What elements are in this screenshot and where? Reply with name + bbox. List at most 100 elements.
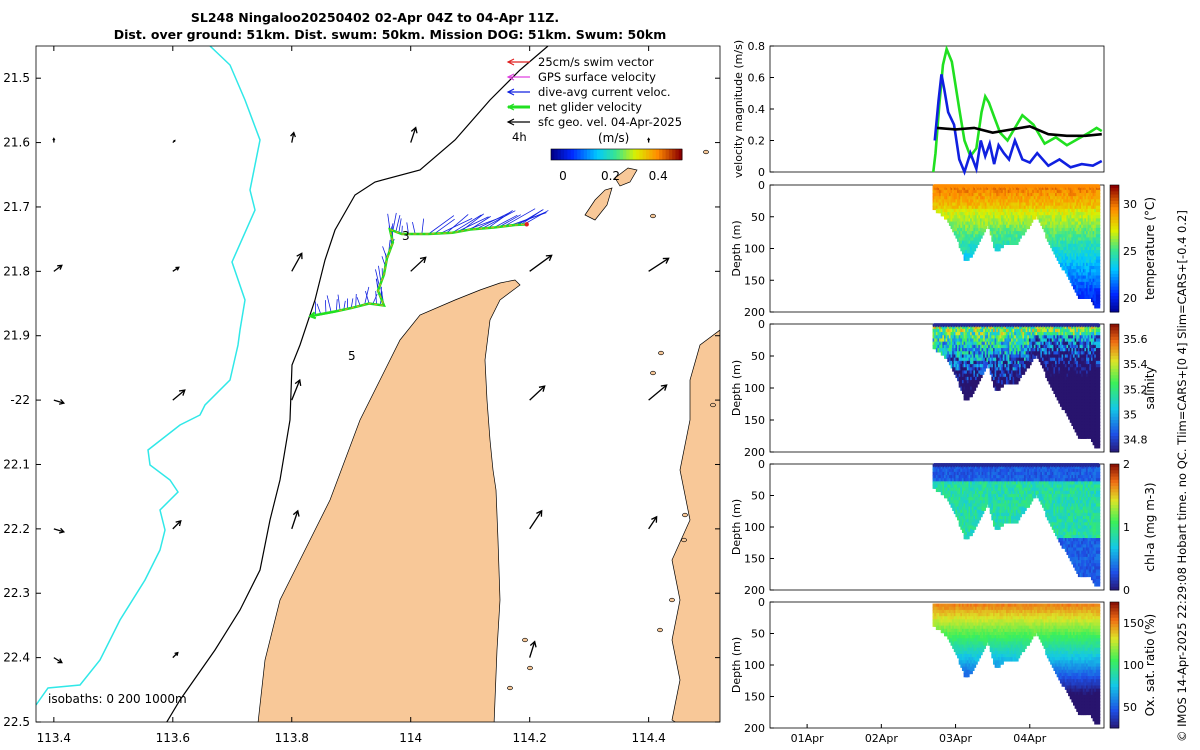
section-0-colorbar-cell-16: [1110, 235, 1119, 240]
map-content: 35: [36, 46, 720, 722]
map-ytick-label-1: 21.6: [3, 136, 30, 150]
section-1-point-2042: [1095, 399, 1101, 404]
section-1-point-2038: [1095, 386, 1101, 391]
section-1-colorbar-cell-21: [1110, 391, 1119, 395]
section-1-colorbar-tick-3: 35.4: [1123, 358, 1148, 371]
map-colorbar-cell-24: [629, 149, 634, 160]
section-2-point-408: [973, 522, 978, 527]
section-0-colorbar-cell-30: [1110, 280, 1119, 284]
geo-vector-14-head: [538, 385, 546, 392]
section-0-colorbar-cell-18: [1110, 242, 1119, 246]
section-1-point-507: [983, 364, 988, 369]
geo-vector-5: [53, 264, 63, 272]
section-1-ytick-label-0: 0: [758, 318, 765, 331]
section-0-ytick-label-1: 50: [751, 211, 765, 224]
current-vector-0-1: [316, 303, 322, 315]
map-colorbar-cell-8: [577, 149, 581, 160]
legend-entry-2: dive-avg current veloc.: [538, 85, 671, 99]
geo-vector-13-head: [294, 378, 302, 386]
map-ytick-label-7: 22.2: [3, 522, 30, 536]
velocity-ytick-label-4: 0.8: [748, 40, 766, 53]
section-0-point-2020: [1095, 189, 1101, 195]
legend-arrowhead-3: [506, 103, 515, 111]
section-0-point-871: [1015, 237, 1021, 242]
map-colorbar-cell-36: [668, 149, 673, 160]
map-colorbar-cell-2: [557, 149, 562, 160]
section-1-point-2025: [1095, 344, 1101, 350]
geo-vector-8: [410, 256, 427, 272]
section-0-colorbar-cell-15: [1110, 232, 1119, 237]
land-island-2: [614, 167, 638, 187]
section-1-colorbar-cell-24: [1110, 400, 1119, 405]
section-1-point-2019: [1095, 325, 1101, 331]
section-0-point-935: [1022, 227, 1027, 233]
section-0-colorbar-cell-3: [1110, 194, 1119, 199]
section-1-point-2023: [1095, 338, 1101, 343]
section-1-point-1796: [1084, 434, 1089, 439]
section-2-point-427: [975, 519, 980, 524]
legend-entry-3: net glider velocity: [538, 100, 642, 114]
section-0-point-2039: [1095, 250, 1101, 255]
current-vector-1-2: [343, 300, 346, 310]
section-1-point-2045: [1095, 408, 1101, 414]
section-1-point-2033: [1095, 370, 1101, 375]
section-0-clabel: temperature (°C): [1143, 197, 1157, 300]
map-colorbar-cell-37: [672, 149, 676, 160]
map-colorbar-label: (m/s): [598, 131, 629, 145]
section-1-colorbar-cell-34: [1110, 432, 1119, 437]
section-1-point-2036: [1095, 380, 1101, 385]
geo-vector-22-head: [174, 651, 179, 656]
map-colorbar-cell-17: [606, 149, 611, 160]
section-0-colorbar-cell-8: [1110, 210, 1119, 215]
net-velocity-arrow-head: [308, 311, 317, 320]
islet-0: [650, 213, 656, 219]
section-1-colorbar-cell-30: [1110, 420, 1119, 424]
section-0-point-2056: [1095, 304, 1101, 309]
section-0-point-408: [973, 243, 978, 249]
current-vector-9-2: [395, 215, 401, 232]
section-1-colorbar-tick-1: 35: [1123, 408, 1137, 421]
section-1-point-976: [1027, 360, 1032, 366]
section-0-point-2037: [1095, 243, 1101, 249]
section-0-point-2047: [1095, 275, 1101, 280]
section-0-colorbar-cell-11: [1110, 219, 1119, 224]
map-colorbar-cell-21: [619, 149, 624, 160]
section-1-colorbar-cell-28: [1110, 413, 1119, 418]
geo-vector-23-head: [529, 640, 537, 648]
section-0-colorbar-cell-37: [1110, 302, 1119, 307]
section-1-colorbar-cell-11: [1110, 359, 1119, 363]
islet-1: [703, 149, 709, 155]
section-0-point-2033: [1095, 231, 1101, 236]
map-colorbar-cell-25: [632, 149, 637, 160]
map-colorbar-cell-9: [580, 149, 585, 160]
section-0-colorbar-cell-23: [1110, 258, 1119, 262]
section-1-point-2052: [1095, 431, 1101, 436]
section-1-point-478: [979, 370, 985, 375]
section-1-point-920: [1020, 370, 1026, 375]
geo-vector-19: [529, 510, 543, 530]
section-1-point-2022: [1095, 335, 1101, 340]
section-1-colorbar-cell-5: [1110, 340, 1119, 344]
section-1-point-427: [975, 380, 980, 385]
section-1-point-2026: [1095, 348, 1101, 353]
section-0-colorbar-cell-25: [1110, 264, 1119, 269]
section-0-point-2053: [1095, 294, 1101, 299]
section-0-point-2022: [1095, 196, 1101, 201]
legend-entry-4: sfc geo. vel. 04-Apr-2025: [538, 115, 682, 129]
geo-vector-14: [529, 385, 546, 401]
section-0-point-2040: [1095, 253, 1101, 258]
map-colorbar-cell-34: [662, 149, 667, 160]
current-vector-12-1: [456, 216, 489, 233]
section-0-point-2044: [1095, 265, 1101, 271]
current-vector-2-1: [355, 294, 357, 307]
section-1-clabel: salinity: [1143, 366, 1157, 409]
isobath-1000m: [36, 46, 261, 706]
section-1-point-2032: [1095, 367, 1101, 372]
section-1-point-853: [1014, 380, 1019, 385]
section-1-point-642: [996, 386, 1001, 391]
map-colorbar-cell-29: [645, 149, 650, 160]
section-0-point-2052: [1095, 291, 1101, 296]
section-1-colorbar-cell-6: [1110, 343, 1119, 347]
section-0-point-642: [996, 246, 1001, 252]
current-vector-12-0: [452, 214, 482, 234]
